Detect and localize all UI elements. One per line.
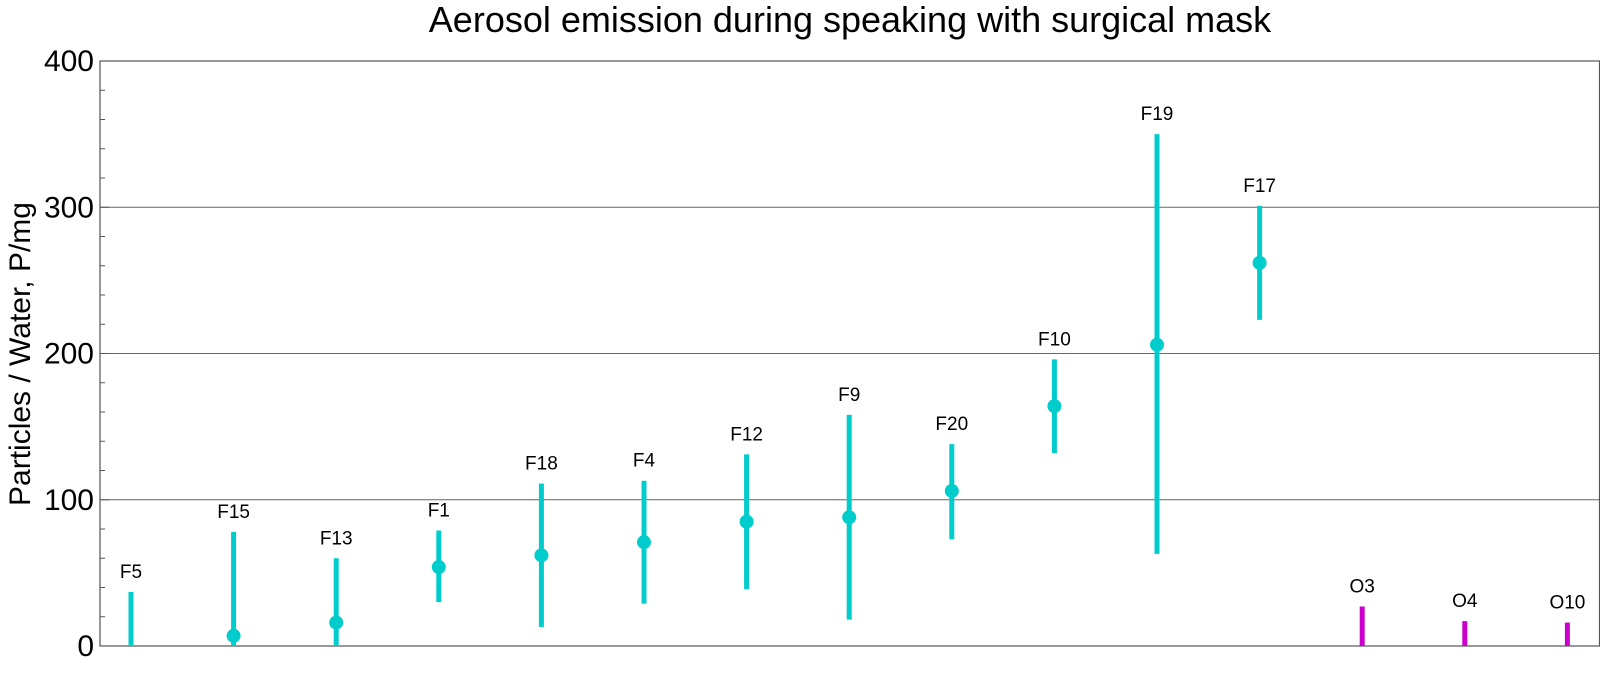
y-tick-label: 300 — [44, 191, 94, 224]
data-point — [329, 615, 344, 630]
data-point — [637, 535, 651, 550]
point-label: F13 — [320, 528, 353, 549]
point-label: F5 — [120, 562, 142, 583]
data-point — [226, 628, 241, 643]
data-point — [431, 560, 446, 575]
data-point — [842, 510, 857, 525]
y-tick-label: 400 — [44, 45, 94, 78]
y-axis-label: Particles / Water, P/mg — [4, 202, 37, 506]
data-point — [739, 514, 754, 529]
point-label: F19 — [1141, 104, 1174, 125]
data-point — [1252, 255, 1267, 270]
y-tick-label: 200 — [44, 338, 94, 371]
point-label: O10 — [1549, 593, 1585, 614]
data-point — [534, 548, 549, 563]
point-label: F15 — [217, 502, 250, 523]
point-label: F4 — [633, 451, 656, 472]
point-label: F10 — [1038, 329, 1071, 350]
y-tick-label: 0 — [77, 630, 94, 663]
point-label: F12 — [730, 424, 763, 445]
point-label: F18 — [525, 454, 558, 475]
data-point — [1150, 337, 1164, 352]
point-label: O3 — [1350, 577, 1375, 598]
plot-area: 0 100 200 300 400 F5 F15 F13 F1 F18 F4 F12 F9 F20 F10 F… — [44, 45, 1600, 663]
y-tick-label: 100 — [44, 484, 94, 517]
point-label: O4 — [1452, 591, 1478, 612]
point-label: F17 — [1243, 176, 1276, 197]
point-label: F20 — [935, 414, 968, 435]
point-label: F9 — [838, 385, 860, 406]
chart-title: Aerosol emission during speaking with su… — [429, 0, 1272, 40]
data-point — [944, 483, 959, 498]
point-label: F1 — [428, 500, 450, 521]
data-point — [1047, 399, 1062, 414]
